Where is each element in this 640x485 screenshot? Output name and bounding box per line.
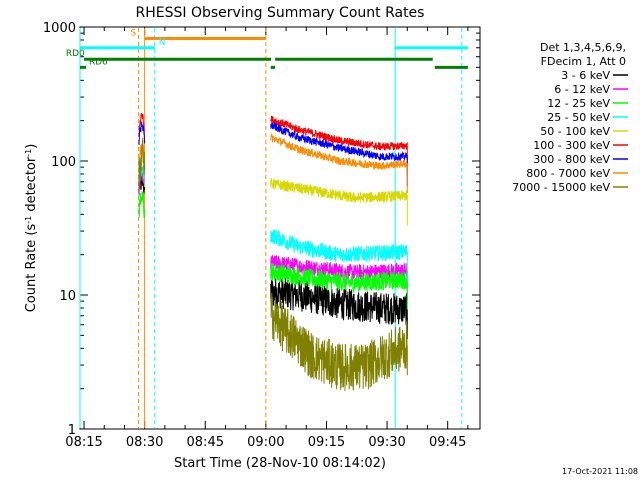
legend: Det 1,3,4,5,6,9, FDecim 1, Att 0 3 - 6 k… bbox=[512, 41, 628, 194]
data-series bbox=[138, 112, 408, 392]
y-axis-label-main: Count Rate (s bbox=[24, 224, 39, 313]
y-axis-label: Count Rate (s-1 detector-1) bbox=[24, 144, 40, 313]
series-line bbox=[138, 137, 146, 190]
x-axis-label: Start Time (28-Nov-10 08:14:02) bbox=[174, 456, 386, 471]
legend-label: 100 - 300 keV bbox=[533, 139, 610, 152]
series-line bbox=[270, 263, 408, 294]
x-tick-label: 08:45 bbox=[187, 435, 224, 450]
flag-label-rd6: RD6 bbox=[89, 57, 108, 67]
x-tick-label: 09:15 bbox=[308, 435, 345, 450]
legend-label: 300 - 800 keV bbox=[533, 153, 610, 166]
x-tick-label: 08:30 bbox=[126, 435, 163, 450]
series-line bbox=[270, 255, 408, 281]
vertical-markers bbox=[79, 28, 463, 428]
footer-timestamp: 17-Oct-2021 11:08 bbox=[562, 467, 638, 476]
legend-label: 50 - 100 keV bbox=[540, 125, 610, 138]
x-tick-label: 09:30 bbox=[368, 435, 405, 450]
legend-header-line-2: FDecim 1, Att 0 bbox=[541, 55, 626, 68]
series-line bbox=[138, 191, 146, 219]
series-line bbox=[270, 115, 408, 151]
series-line bbox=[270, 277, 408, 325]
plot-frame bbox=[79, 26, 481, 430]
chart-title: RHESSI Observing Summary Count Rates bbox=[136, 5, 425, 21]
series-line bbox=[138, 112, 146, 142]
y-tick-label: 100 bbox=[51, 155, 76, 170]
y-axis-label-mid: detector bbox=[24, 156, 39, 216]
flag-bars: S N RD0 RD6 bbox=[66, 29, 468, 69]
series-line bbox=[138, 121, 146, 146]
legend-label: 6 - 12 keV bbox=[554, 83, 610, 96]
legend-label: 12 - 25 keV bbox=[547, 97, 610, 110]
legend-label: 25 - 50 keV bbox=[547, 111, 610, 124]
series-line bbox=[270, 229, 408, 264]
legend-label: 800 - 7000 keV bbox=[526, 167, 610, 180]
series-line bbox=[270, 121, 408, 162]
x-tick-label: 09:45 bbox=[429, 435, 466, 450]
y-tick-label: 10 bbox=[59, 289, 76, 304]
legend-label: 3 - 6 keV bbox=[561, 69, 610, 82]
series-line bbox=[270, 292, 408, 392]
axis-ticks: 08:15 08:30 08:45 09:00 09:15 09:30 09:45 1 10 10… bbox=[43, 21, 480, 450]
y-tick-label: 1000 bbox=[43, 21, 76, 36]
flag-label-night: N bbox=[159, 38, 166, 48]
flag-label-rd0: RD0 bbox=[66, 49, 85, 59]
y-axis-label-sup1: -1 bbox=[24, 216, 33, 224]
series-line bbox=[270, 132, 408, 171]
y-axis-label-end: ) bbox=[24, 144, 39, 149]
series-line bbox=[270, 177, 408, 203]
legend-label: 7000 - 15000 keV bbox=[512, 181, 610, 194]
x-tick-label: 09:00 bbox=[247, 435, 284, 450]
x-tick-label: 08:15 bbox=[65, 435, 102, 450]
flag-label-saa: S bbox=[131, 29, 137, 39]
y-tick-label: 1 bbox=[68, 423, 76, 438]
legend-header-line-1: Det 1,3,4,5,6,9, bbox=[540, 41, 626, 54]
y-axis-label-sup2: -1 bbox=[24, 149, 33, 157]
